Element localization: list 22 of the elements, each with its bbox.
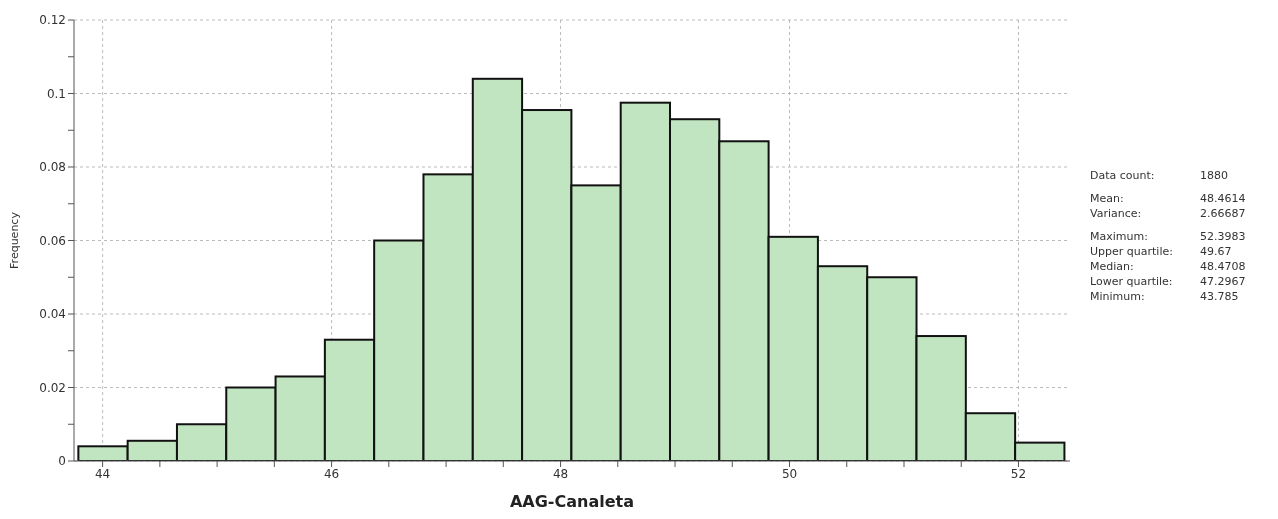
x-tick-label: 44: [94, 466, 111, 481]
text: Median: 48.4708: [1090, 260, 1246, 273]
y-tick-label: 0.12: [39, 13, 66, 28]
y-tick-label: 0: [58, 454, 66, 469]
x-axis-title: AAG-Canaleta: [509, 492, 635, 511]
text: Upper quartile: 49.67: [1090, 245, 1232, 258]
text: Data count: 1880: [1090, 169, 1228, 182]
y-tick-label: 0.1: [46, 86, 66, 101]
x-tick-label: 48: [552, 466, 569, 481]
y-axis-title: Frequency: [7, 211, 21, 269]
x-tick-label: 52: [1010, 466, 1027, 481]
text: Minimum: 43.785: [1090, 290, 1239, 303]
text: Maximum: 52.3983: [1090, 230, 1246, 243]
text: Variance: 2.66687: [1090, 207, 1246, 220]
text: Lower quartile: 47.2967: [1090, 275, 1246, 288]
y-tick-label: 0.04: [39, 307, 66, 322]
x-tick-label: 50: [781, 466, 798, 481]
y-tick-label: 0.08: [39, 160, 66, 175]
y-tick-label: 0.02: [39, 380, 66, 395]
y-tick-label: 0.06: [39, 233, 66, 248]
x-tick-label: 46: [323, 466, 340, 481]
text: Mean: 48.4614: [1090, 192, 1246, 205]
